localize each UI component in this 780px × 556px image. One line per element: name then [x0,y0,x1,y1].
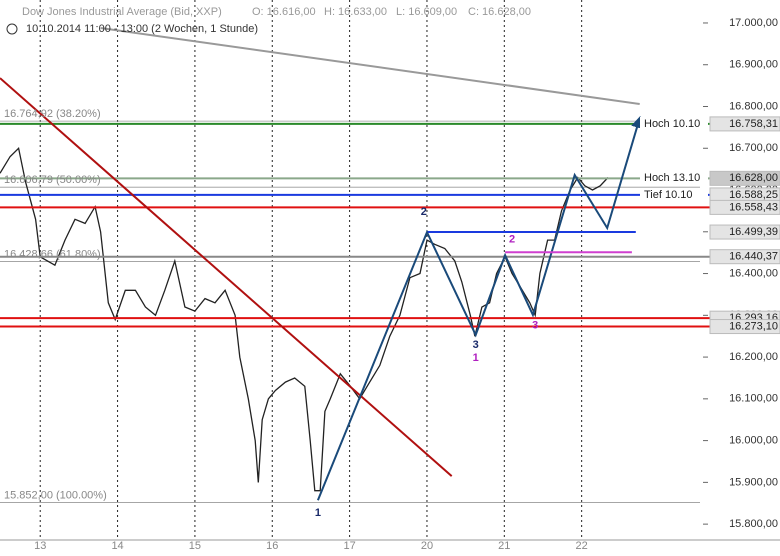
level-name-box [640,187,708,202]
level-label: 16.558,43 [729,201,778,213]
ohlc-value: C: 16.628,00 [468,6,531,18]
x-tick-label: 13 [34,540,46,552]
x-tick-label: 16 [266,540,278,552]
level-name: Hoch 10.10 [644,118,700,130]
fib-label: 16.606,79 (50.00%) [4,174,101,186]
trend-line [0,77,453,477]
level-label: 16.273,10 [729,320,778,332]
ohlc-value: H: 16.633,00 [324,6,387,18]
wave-label: 2 [509,234,515,246]
y-tick-label: 16.800,00 [729,100,778,112]
chart-subtitle: 10.10.2014 11:00 - 13:00 (2 Wochen, 1 St… [26,23,258,35]
wave-label: 3 [532,320,538,332]
level-label-box [709,170,780,186]
y-tick-label: 15.900,00 [729,476,778,488]
level-name: Tief 10.10 [644,189,693,201]
trend-line [100,27,640,105]
level-name-box [640,171,708,186]
fib-label: 16.428,66 (61.80%) [4,248,101,260]
ohlc-value: L: 16.609,00 [396,6,457,18]
y-tick-label: 16.900,00 [729,59,778,71]
level-label: 16.628,00 [729,172,778,184]
wave-label: 3 [473,339,479,351]
y-tick-label: 16.400,00 [729,267,778,279]
wave-label: 2 [421,206,427,218]
x-tick-label: 14 [111,540,123,552]
wave-label: 1 [473,352,479,364]
level-name: Hoch 13.10 [644,172,700,184]
level-label: 16.588,25 [729,189,778,201]
level-label: 16.499,39 [729,226,778,238]
level-label-box [709,319,780,335]
x-tick-label: 21 [498,540,510,552]
fib-label: 16.764,92 (38.20%) [4,108,101,120]
wave-label: 1 [315,507,321,519]
x-tick-label: 20 [421,540,433,552]
fib-label: 15.852,00 (100.00%) [4,489,107,501]
x-tick-label: 22 [576,540,588,552]
x-tick-label: 17 [343,540,355,552]
level-label-box [709,116,780,132]
x-tick-label: 15 [189,540,201,552]
level-name-box [640,116,708,131]
ohlc-value: O: 16.616,00 [252,6,316,18]
level-label-box [709,224,780,240]
y-tick-label: 16.100,00 [729,393,778,405]
y-tick-label: 16.000,00 [729,435,778,447]
y-tick-label: 16.700,00 [729,142,778,154]
level-label: 16.440,37 [729,251,778,263]
y-tick-label: 15.800,00 [729,518,778,530]
level-label-box [709,199,780,215]
trend-line [316,115,643,501]
level-label-box [709,249,780,265]
level-label: 16.758,31 [729,118,778,130]
chart-title: Dow Jones Industrial Average (Bid, XXP) [22,6,222,18]
clock-icon [6,23,18,35]
y-tick-label: 17.000,00 [729,17,778,29]
y-tick-label: 16.200,00 [729,351,778,363]
